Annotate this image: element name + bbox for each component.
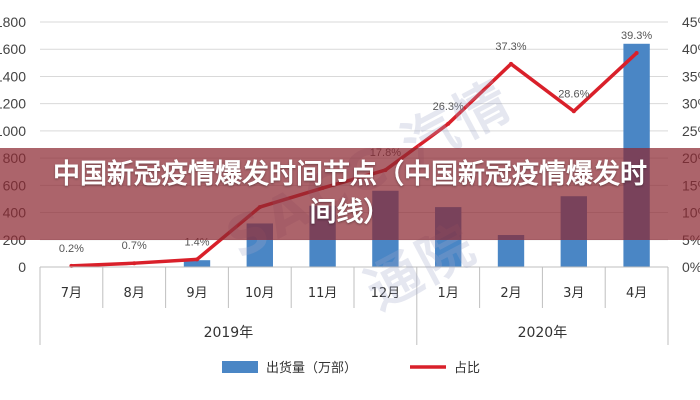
y-right-tick-label: 40% (682, 41, 700, 57)
data-label: 26.3% (433, 101, 464, 113)
x-category-label: 8月 (124, 286, 145, 301)
line-point (132, 261, 137, 266)
x-category-label: 3月 (563, 286, 584, 301)
y-left-tick-label: 1000 (0, 123, 26, 139)
y-right-tick-label: 35% (682, 68, 700, 84)
x-group-label: 2020年 (518, 325, 568, 341)
legend-swatch-bars (222, 361, 258, 373)
line-point (634, 51, 639, 56)
data-label: 37.3% (495, 41, 526, 53)
line-point (571, 109, 576, 114)
data-label: 0.2% (59, 243, 84, 255)
line-point (195, 257, 199, 262)
bar (497, 235, 525, 267)
y-left-tick-label: 1800 (0, 14, 26, 30)
x-category-label: 11月 (308, 286, 338, 301)
line-point (446, 121, 451, 126)
data-label: 0.7% (122, 240, 147, 252)
title-banner: 中国新冠疫情爆发时间节点（中国新冠疫情爆发时间线） (0, 148, 700, 240)
x-category-label: 7月 (61, 286, 82, 301)
x-category-label: 1月 (438, 286, 459, 301)
line-point (509, 61, 513, 66)
y-left-tick-label: 1600 (0, 41, 26, 57)
y-left-tick-label: 0 (18, 259, 26, 275)
legend-label-bars: 出货量（万部） (266, 360, 357, 376)
page-title: 中国新冠疫情爆发时间节点（中国新冠疫情爆发时间线） (53, 159, 647, 228)
data-label: 39.3% (621, 30, 652, 42)
x-category-label: 2月 (500, 286, 521, 301)
y-right-tick-label: 25% (682, 123, 700, 139)
y-right-tick-label: 30% (682, 96, 700, 112)
y-left-tick-label: 1400 (0, 68, 26, 84)
x-category-label: 12月 (371, 286, 401, 301)
y-right-tick-label: 45% (682, 14, 700, 30)
data-label: 28.6% (558, 88, 589, 100)
x-category-label: 9月 (186, 286, 207, 301)
y-right-tick-label: 0% (682, 259, 700, 275)
y-left-tick-label: 1200 (0, 96, 26, 112)
legend-label-line: 占比 (454, 361, 480, 376)
x-category-label: 10月 (245, 286, 275, 301)
bar (183, 260, 211, 267)
x-group-label: 2019年 (204, 325, 254, 341)
x-category-label: 4月 (626, 286, 647, 301)
